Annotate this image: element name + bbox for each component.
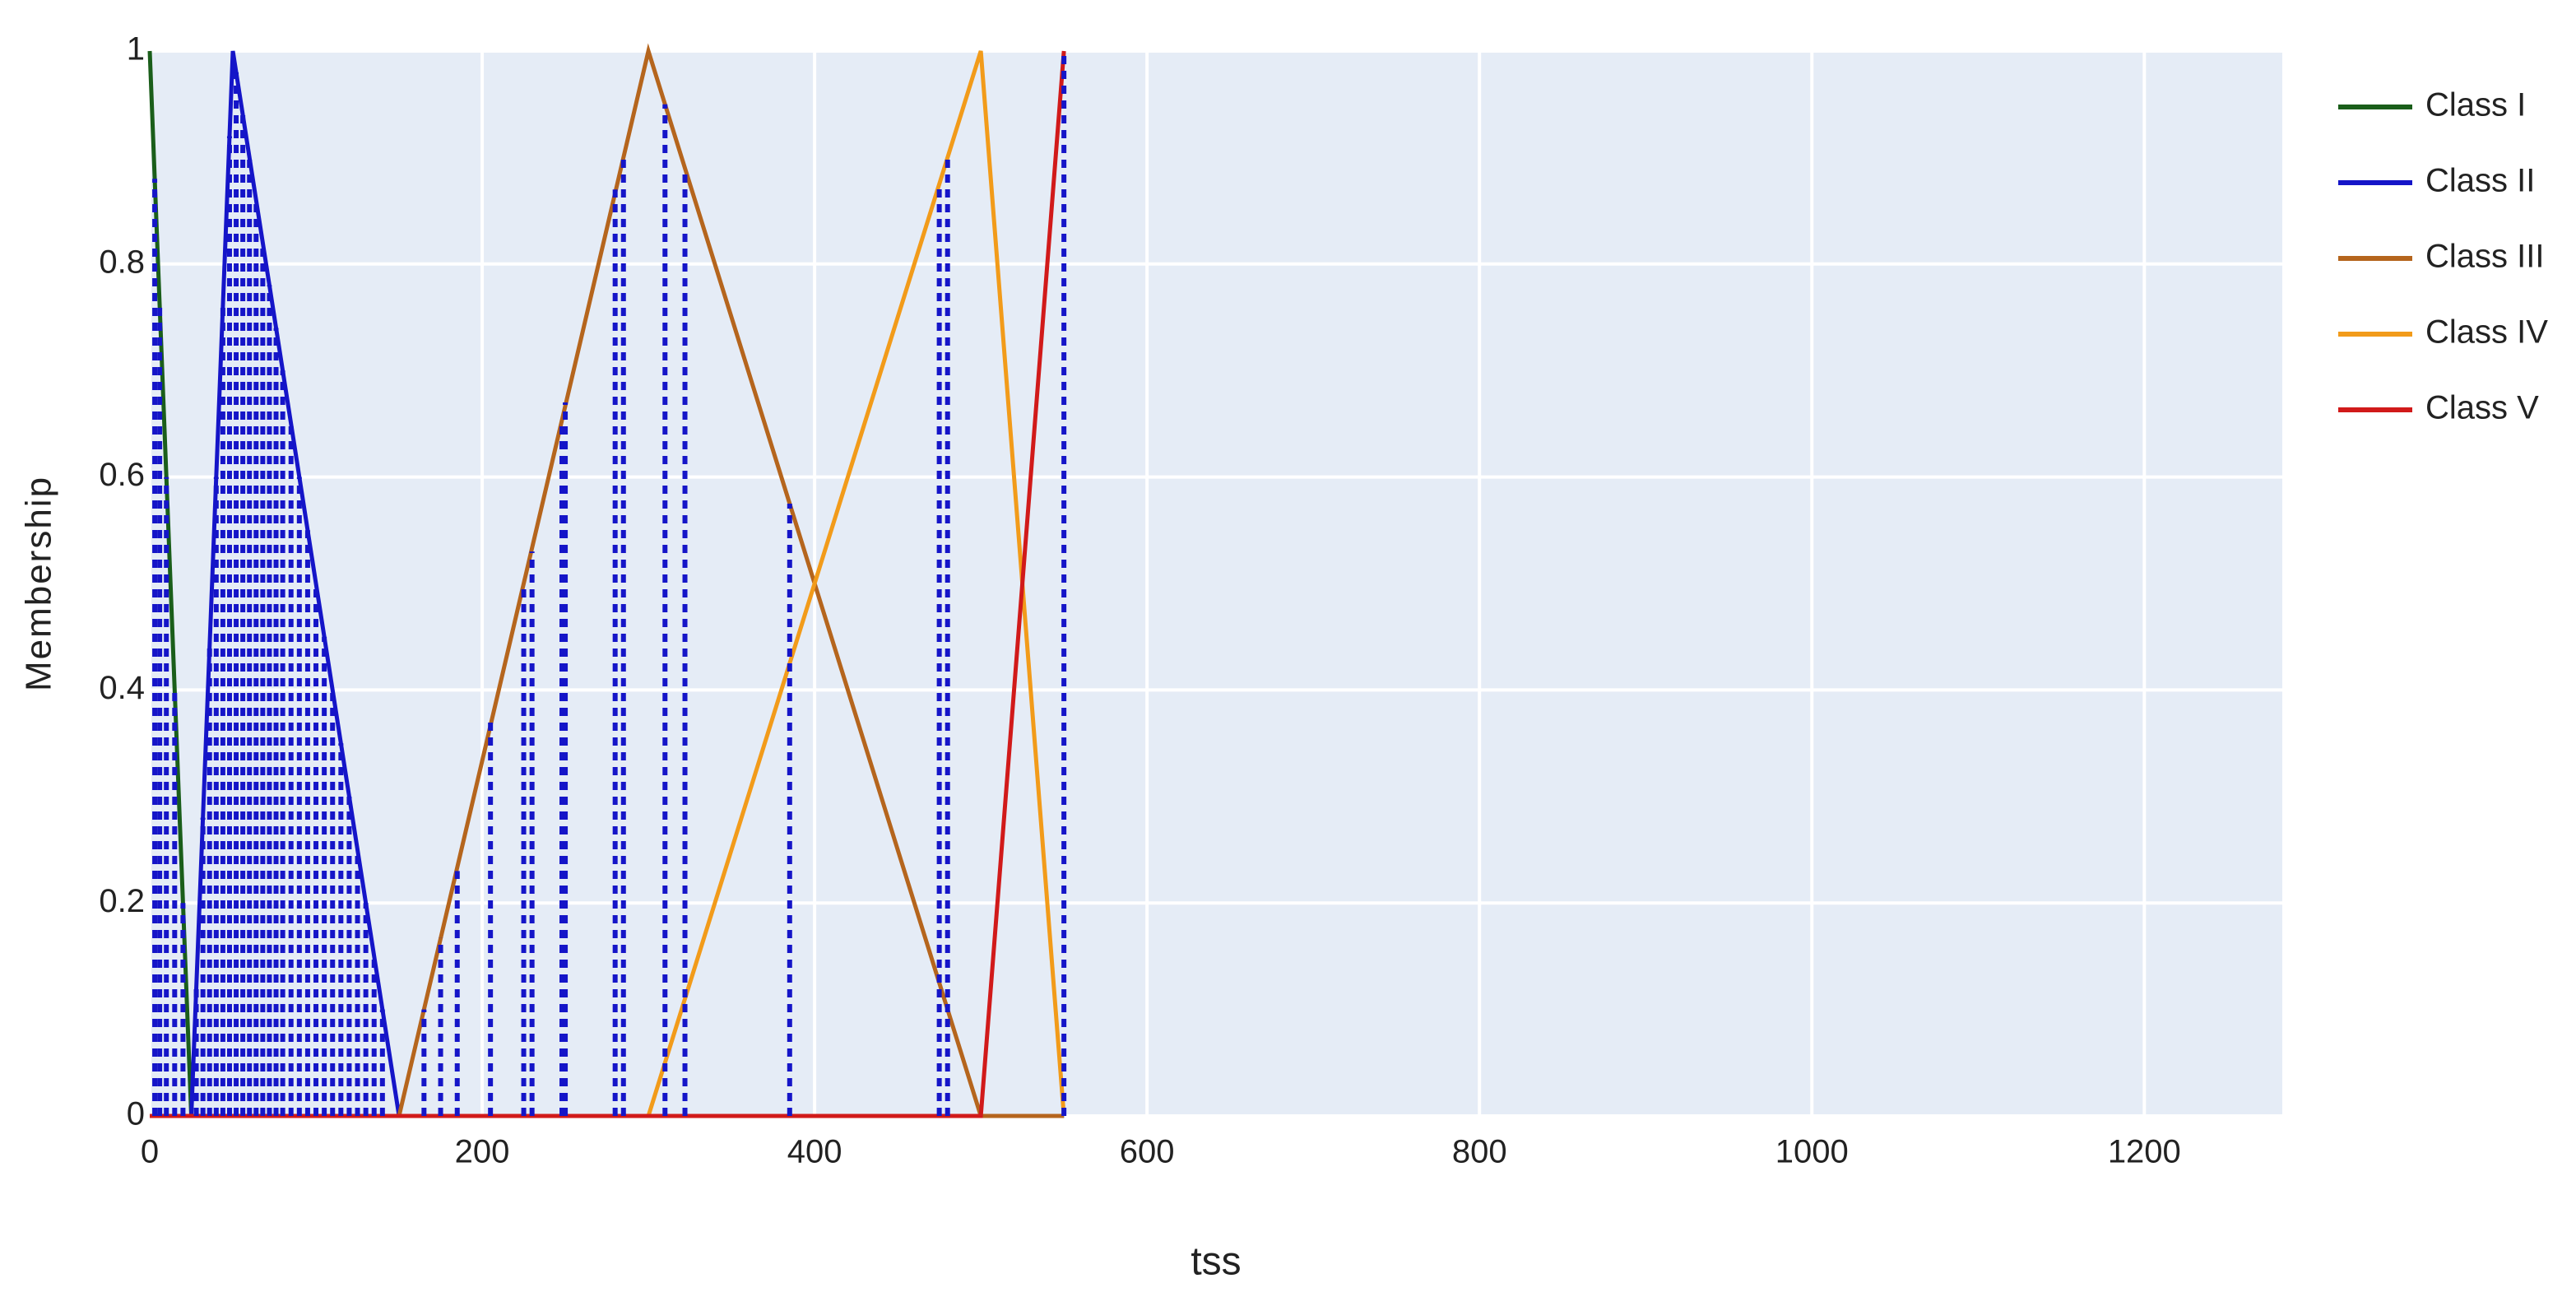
y-tick-label: 1 bbox=[127, 31, 145, 67]
y-tick-label: 0.8 bbox=[99, 244, 145, 280]
x-tick-label: 1200 bbox=[2108, 1134, 2181, 1170]
x-tick-label: 200 bbox=[455, 1134, 510, 1170]
y-tick-label: 0.2 bbox=[99, 883, 145, 919]
x-axis-title: tss bbox=[1191, 1240, 1241, 1284]
y-tick-label: 0 bbox=[127, 1096, 145, 1132]
y-tick-label: 0.4 bbox=[99, 670, 145, 706]
plot-background bbox=[150, 51, 2282, 1116]
y-tick-label: 0.6 bbox=[99, 457, 145, 493]
legend-label: Class II bbox=[2425, 163, 2535, 199]
x-tick-label: 400 bbox=[787, 1134, 842, 1170]
x-tick-label: 800 bbox=[1452, 1134, 1507, 1170]
legend-label: Class III bbox=[2425, 239, 2544, 275]
x-tick-label: 600 bbox=[1120, 1134, 1175, 1170]
x-tick-label: 1000 bbox=[1775, 1134, 1849, 1170]
legend-label: Class I bbox=[2425, 87, 2526, 123]
x-tick-label: 0 bbox=[141, 1134, 159, 1170]
series-line bbox=[150, 50, 1066, 1118]
legend-label: Class IV bbox=[2425, 314, 2548, 351]
legend-label: Class V bbox=[2425, 390, 2539, 426]
y-axis-title: Membership bbox=[19, 476, 59, 691]
